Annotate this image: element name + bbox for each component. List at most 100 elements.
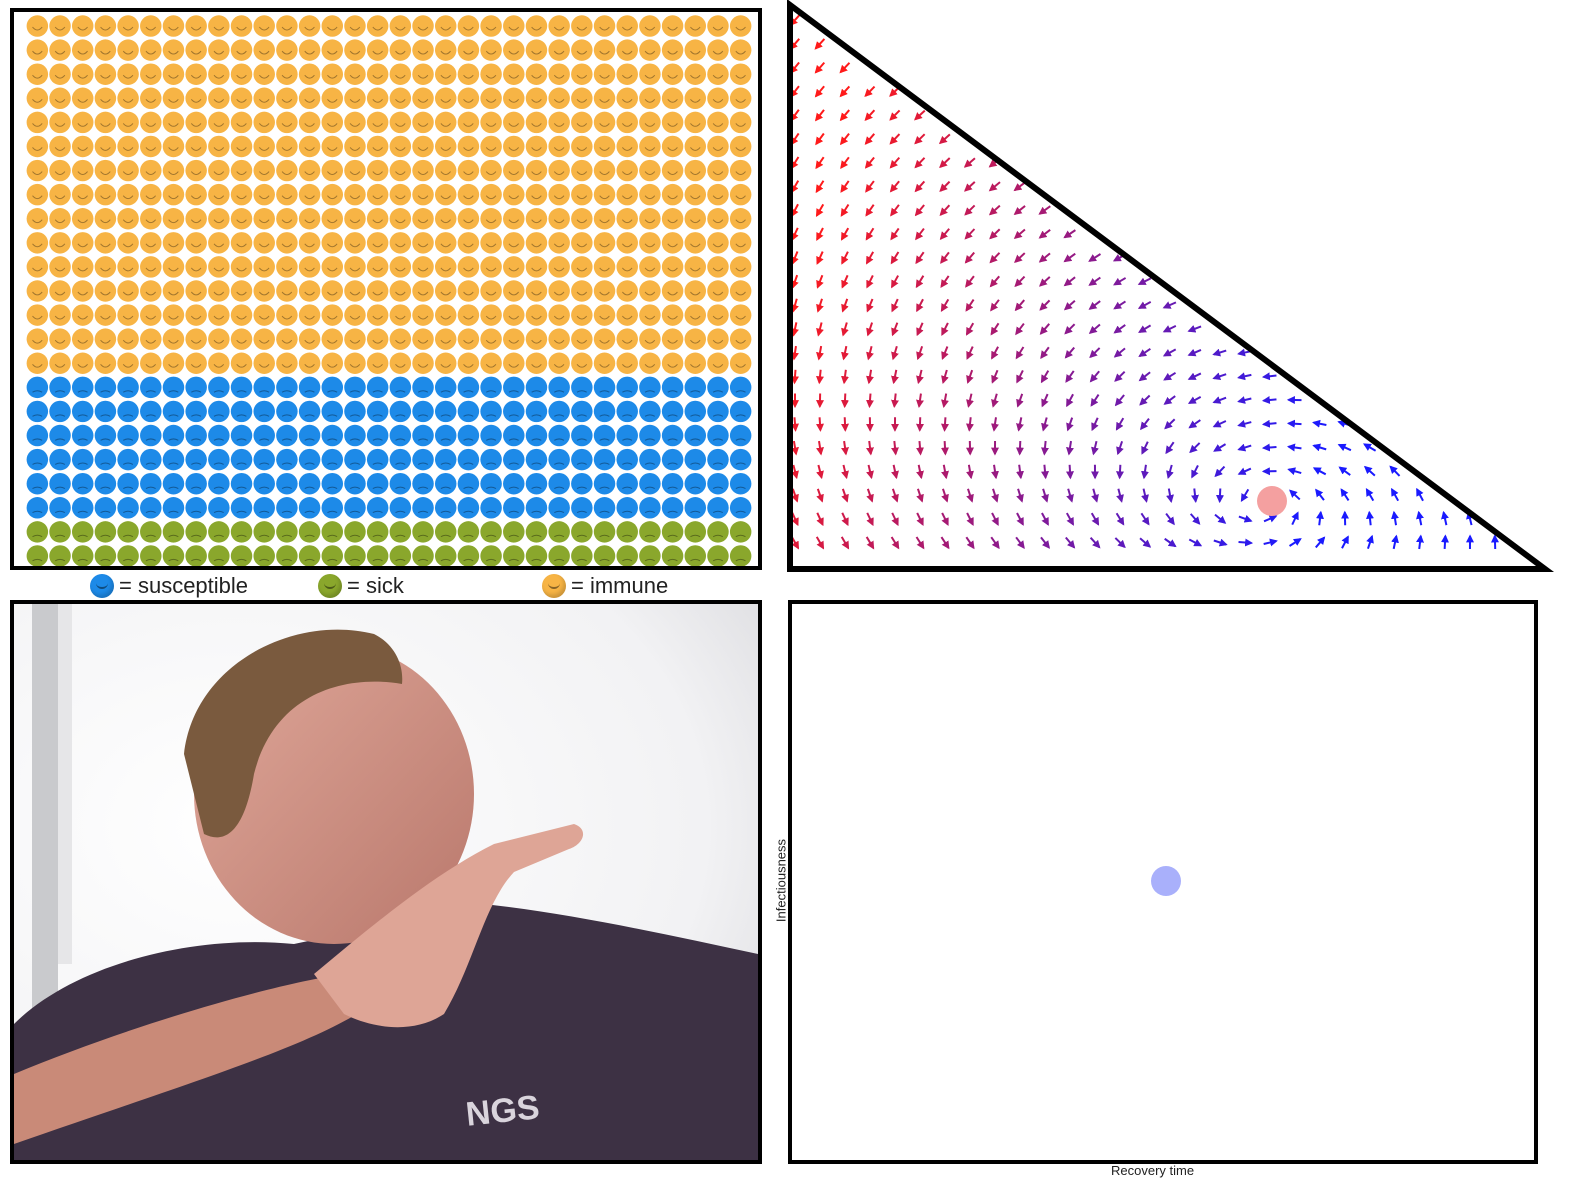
person-susceptible xyxy=(140,377,161,398)
person-immune xyxy=(594,63,615,84)
person-immune xyxy=(480,63,501,84)
person-sick xyxy=(208,521,229,542)
person-immune xyxy=(480,232,501,253)
person-sick xyxy=(526,521,547,542)
vector-arrow xyxy=(893,323,898,335)
person-immune xyxy=(208,232,229,253)
person-immune xyxy=(253,304,274,325)
phase-portrait[interactable] xyxy=(785,0,1581,576)
person-sick xyxy=(72,521,93,542)
person-immune xyxy=(140,328,161,349)
person-immune xyxy=(185,88,206,109)
person-immune xyxy=(163,15,184,36)
person-susceptible xyxy=(526,449,547,470)
person-immune xyxy=(412,280,433,301)
vector-arrow xyxy=(892,252,899,263)
current-state-marker[interactable] xyxy=(1257,486,1287,516)
vector-arrow xyxy=(966,300,973,311)
person-sick xyxy=(548,521,569,542)
vector-arrow xyxy=(1168,465,1172,478)
parameter-point[interactable] xyxy=(1151,866,1181,896)
person-immune xyxy=(117,39,138,60)
vector-arrow xyxy=(1117,513,1124,524)
person-immune xyxy=(163,184,184,205)
person-susceptible xyxy=(730,401,751,422)
person-immune xyxy=(480,160,501,181)
vector-arrow xyxy=(1340,467,1351,475)
person-susceptible xyxy=(117,497,138,518)
vector-arrow xyxy=(1067,513,1073,524)
person-immune xyxy=(685,39,706,60)
vector-arrow xyxy=(817,252,822,264)
parameter-plot[interactable] xyxy=(788,600,1538,1164)
phase-portrait-panel[interactable] xyxy=(785,0,1581,576)
vector-arrow xyxy=(1164,326,1176,332)
person-immune xyxy=(276,160,297,181)
vector-arrow xyxy=(817,228,823,240)
person-immune xyxy=(163,63,184,84)
vector-arrow xyxy=(943,346,948,358)
person-susceptible xyxy=(140,425,161,446)
person-immune xyxy=(594,353,615,374)
person-immune xyxy=(322,280,343,301)
vector-arrow xyxy=(968,370,972,382)
population-grid xyxy=(26,14,752,564)
vector-arrow xyxy=(1165,419,1174,428)
person-immune xyxy=(276,63,297,84)
vector-arrow xyxy=(1264,516,1276,521)
person-immune xyxy=(231,208,252,229)
person-immune xyxy=(390,208,411,229)
person-susceptible xyxy=(594,401,615,422)
vector-arrow xyxy=(894,394,895,407)
person-immune xyxy=(435,112,456,133)
vector-arrow xyxy=(1239,469,1251,474)
person-immune xyxy=(253,88,274,109)
person-immune xyxy=(480,256,501,277)
person-immune xyxy=(662,160,683,181)
person-immune xyxy=(117,353,138,374)
person-immune xyxy=(95,184,116,205)
vector-arrow xyxy=(1367,489,1374,500)
vector-arrow xyxy=(1190,443,1199,452)
person-immune xyxy=(117,184,138,205)
person-immune xyxy=(503,280,524,301)
person-sick xyxy=(616,521,637,542)
person-susceptible xyxy=(185,449,206,470)
person-sick xyxy=(117,545,138,566)
vector-arrow xyxy=(940,182,949,191)
person-immune xyxy=(322,304,343,325)
person-susceptible xyxy=(707,497,728,518)
vector-arrow xyxy=(867,275,873,287)
person-sick xyxy=(662,521,683,542)
vector-arrow xyxy=(1364,444,1375,451)
person-immune xyxy=(72,15,93,36)
vector-arrow xyxy=(1069,441,1071,454)
vector-arrow xyxy=(1040,277,1050,286)
vector-arrow xyxy=(1090,348,1099,357)
vector-arrow xyxy=(842,228,848,239)
person-immune xyxy=(707,112,728,133)
person-immune xyxy=(412,112,433,133)
person-immune xyxy=(163,160,184,181)
person-immune xyxy=(730,184,751,205)
person-immune xyxy=(344,39,365,60)
person-susceptible xyxy=(276,401,297,422)
person-immune xyxy=(344,88,365,109)
person-immune xyxy=(185,136,206,157)
person-immune xyxy=(435,208,456,229)
person-immune xyxy=(208,136,229,157)
person-immune xyxy=(662,328,683,349)
person-immune xyxy=(616,112,637,133)
person-immune xyxy=(49,39,70,60)
person-susceptible xyxy=(594,497,615,518)
vector-arrow xyxy=(843,489,847,501)
person-immune xyxy=(367,160,388,181)
vector-arrow xyxy=(867,228,874,239)
vector-arrow xyxy=(1216,467,1225,476)
vector-arrow xyxy=(845,417,846,430)
person-immune xyxy=(730,63,751,84)
vector-arrow xyxy=(1368,536,1372,548)
person-immune xyxy=(526,208,547,229)
person-susceptible xyxy=(163,473,184,494)
person-immune xyxy=(412,232,433,253)
